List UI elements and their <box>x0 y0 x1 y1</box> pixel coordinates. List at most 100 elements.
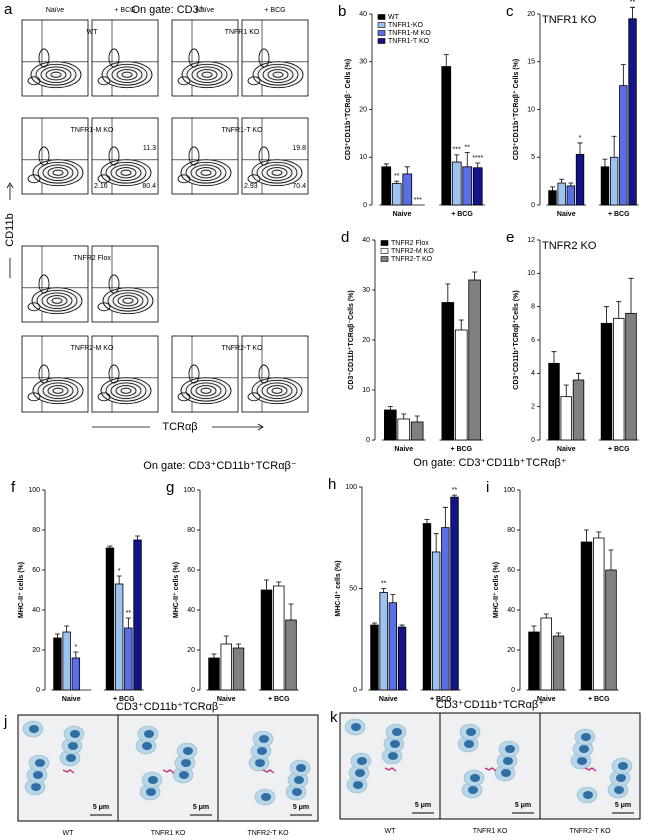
error-bar <box>611 135 617 158</box>
bar <box>462 166 473 206</box>
contour <box>186 63 228 86</box>
error-bar <box>568 182 574 186</box>
error-bar <box>628 277 634 314</box>
y-tick-label: 20 <box>362 337 370 344</box>
contour <box>180 377 232 405</box>
y-tick-label: 0 <box>36 687 40 694</box>
bar <box>71 657 81 691</box>
bar <box>62 631 71 691</box>
x-tick-label: + BCG <box>430 696 452 703</box>
gate-title: On gate: CD3⁺CD11b⁺TCRαβ⁺ <box>413 457 567 469</box>
nucleus <box>296 764 306 772</box>
contour <box>102 287 154 315</box>
contour <box>107 289 149 312</box>
bar <box>472 167 483 206</box>
contour <box>266 385 288 397</box>
y-axis-label: MHC-II⁺ cells (%) <box>172 562 180 618</box>
sample-label: TNFR2-T KO <box>221 345 263 352</box>
contour <box>181 61 233 89</box>
column-label: + BCG <box>264 7 285 14</box>
y-tick-label: 0 <box>511 687 515 694</box>
y-tick-label: 60 <box>507 567 515 574</box>
bar <box>273 585 285 691</box>
bar <box>232 647 245 691</box>
significance: ** <box>126 610 132 617</box>
x-tick-label: + BCG <box>588 696 610 703</box>
error-bar <box>264 579 269 590</box>
y-tick-label: 40 <box>507 607 515 614</box>
y-tick-label: 10 <box>362 387 370 394</box>
scale-label: 5 μm <box>193 804 209 811</box>
contour <box>251 159 303 187</box>
scale-label: 5 μm <box>615 802 631 809</box>
error-bar <box>424 519 430 524</box>
panel-letter: e <box>506 229 514 246</box>
x-tick-label: Naive <box>379 696 398 703</box>
x-tick-label: + BCG <box>608 446 630 453</box>
bar <box>548 362 560 441</box>
stain-title: CD3⁺CD11b⁺TCRαβ⁻ <box>116 701 224 713</box>
x-tick-label: + BCG <box>268 696 290 703</box>
panel-letter: i <box>486 479 489 496</box>
contour <box>52 169 64 176</box>
error-bar <box>584 529 589 542</box>
quadrant-value: 70.4 <box>292 183 306 190</box>
contour <box>267 69 289 81</box>
panel-letter: c <box>506 3 514 20</box>
x-tick-label: Naive <box>394 446 413 453</box>
nucleus <box>255 759 265 767</box>
nucleus <box>148 776 158 784</box>
contour <box>115 167 137 179</box>
nucleus <box>353 781 363 789</box>
y-tick-label: 5 <box>531 154 535 161</box>
bacilli <box>584 767 597 772</box>
bar <box>441 527 450 691</box>
contour <box>256 379 298 402</box>
contour <box>108 364 120 384</box>
error-bar <box>531 625 537 632</box>
y-tick-label: 40 <box>359 11 367 18</box>
y-tick-label: 0 <box>353 687 357 694</box>
error-bar <box>381 588 387 593</box>
bar <box>450 496 459 691</box>
error-bar <box>576 372 581 380</box>
error-bar <box>445 283 451 303</box>
bar <box>260 589 273 691</box>
significance: ** <box>465 144 471 151</box>
caption: TNFR2-T KO <box>247 830 289 837</box>
error-bar <box>125 617 131 628</box>
contour <box>38 48 50 68</box>
significance: *** <box>414 197 422 204</box>
bar <box>593 537 605 691</box>
axis-arrow-head <box>257 423 264 431</box>
bacilli <box>384 767 397 772</box>
contour <box>111 66 143 83</box>
error-bar <box>390 594 396 603</box>
error-bar <box>549 186 555 191</box>
y-tick-label: 80 <box>187 527 195 534</box>
contour <box>45 69 67 81</box>
legend-label: TNFR1-M KO <box>388 30 431 37</box>
contour <box>108 48 120 68</box>
y-tick-label: 20 <box>187 647 195 654</box>
significance: ** <box>452 487 458 494</box>
error-bar <box>276 581 282 586</box>
contour <box>185 379 227 402</box>
error-bar <box>64 625 70 632</box>
contour <box>38 274 50 294</box>
y-tick-label: 10 <box>527 270 535 277</box>
bar <box>451 161 462 206</box>
y-axis-label: CD3⁺CD11b⁺TCRαβ⁻Cells (%) <box>347 290 355 389</box>
y-tick-label: 0 <box>531 202 535 209</box>
y-tick-label: 80 <box>507 527 515 534</box>
y-axis-label: CD3⁺CD11b⁺TCRαβ⁻ Cells (%) <box>344 59 352 160</box>
sample-label: TNFR2-M KO <box>71 345 114 352</box>
scale-label: 5 μm <box>415 802 431 809</box>
y-tick-label: 0 <box>366 437 370 444</box>
x-tick-label: Naive <box>557 211 576 218</box>
contour <box>105 379 147 402</box>
bar <box>441 302 455 441</box>
contour <box>247 174 261 184</box>
y-tick-label: 20 <box>32 647 40 654</box>
nucleus <box>259 735 269 743</box>
